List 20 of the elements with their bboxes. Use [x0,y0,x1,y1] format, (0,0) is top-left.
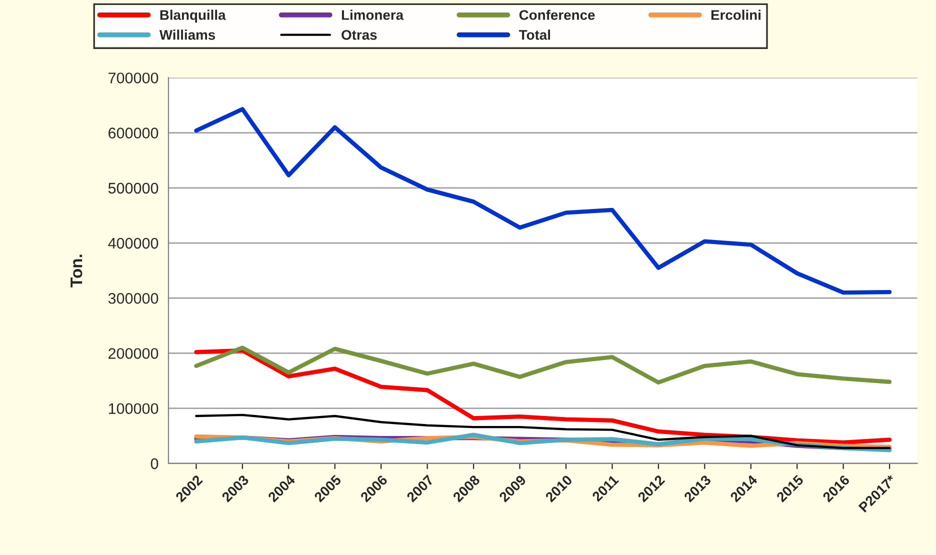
legend-label: Conference [519,10,595,20]
y-tick-label: 200000 [108,348,158,359]
line-series [194,107,892,295]
y-axis-title: Ton. [70,254,82,288]
legend-label: Limonera [342,10,404,20]
legend-label: Williams [159,30,216,40]
y-tick-label: 400000 [108,238,158,249]
y-tick-label: 700000 [108,72,158,84]
legend-label: Total [518,30,550,40]
line-series [195,414,891,450]
y-tick-label: 100000 [108,403,158,414]
y-tick-label: 500000 [108,182,158,194]
line-series [194,348,892,445]
legend-label: Otras [342,30,377,40]
y-tick-label: 600000 [108,128,158,138]
y-tick-label: 0 [150,458,158,470]
line-series [194,346,892,385]
legend-label: Blanquilla [160,10,226,23]
legend-label: Ercolini [711,10,760,20]
y-tick-label: 300000 [108,292,158,304]
